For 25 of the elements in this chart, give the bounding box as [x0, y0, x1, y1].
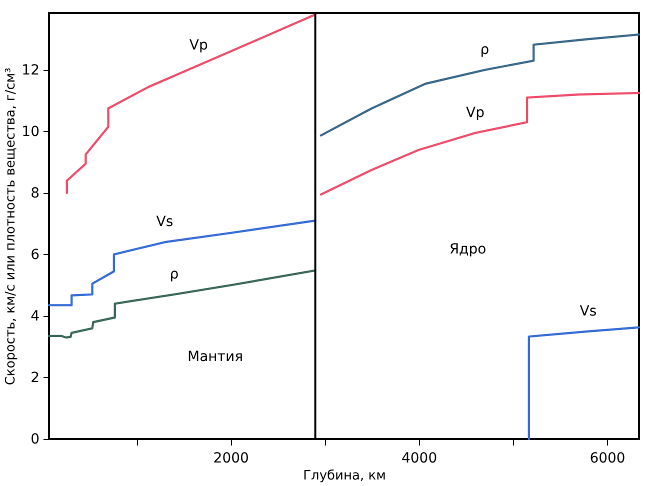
x-tick-label: 2000: [213, 450, 249, 466]
line-series: [48, 269, 316, 339]
x-axis-title: Глубина, км: [303, 468, 386, 484]
line-series: [320, 33, 640, 137]
y-tick-label: 8: [30, 185, 40, 202]
series-label: ρ: [480, 42, 490, 58]
annotation: Ядро: [449, 242, 486, 258]
y-tick-label: 0: [30, 432, 40, 448]
x-tick-label: 4000: [401, 450, 438, 466]
y-tick-label: 4: [30, 308, 40, 324]
y-tick-label: 6: [30, 246, 40, 263]
series-label: ρ: [170, 266, 179, 282]
x-tick-label: 6000: [590, 450, 626, 466]
series-label: Vs: [156, 214, 174, 230]
y-tick-label: 10: [22, 124, 40, 140]
y-axis-title: Скорость, км/с или плотность вещества, г/см³: [4, 68, 19, 386]
line-series: [528, 326, 640, 440]
series-label: Vp: [466, 104, 485, 121]
line-series: [66, 13, 316, 194]
series-label: Vs: [580, 303, 597, 320]
y-tick-label: 12: [22, 62, 40, 78]
series-label: Vp: [189, 37, 208, 54]
line-series: [320, 92, 640, 196]
annotation: Мантия: [188, 349, 243, 365]
y-tick-label: 2: [30, 370, 40, 386]
